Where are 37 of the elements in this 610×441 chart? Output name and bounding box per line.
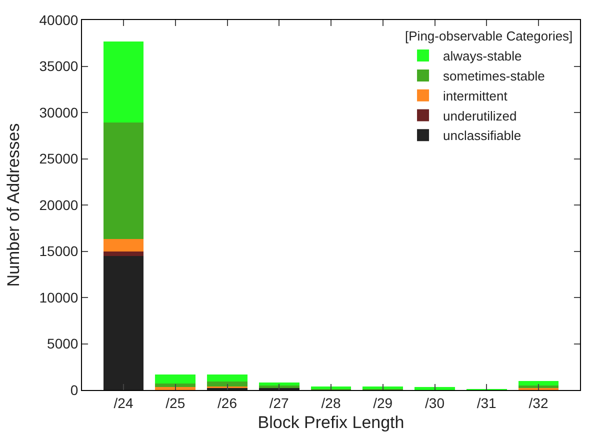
bar	[103, 251, 144, 256]
x-tick-label: /27	[269, 394, 290, 411]
x-tick-label: /32	[528, 394, 548, 411]
x-axis-title: Block Prefix Length	[258, 413, 404, 432]
y-tick-label: 30000	[39, 104, 78, 120]
y-tick-label: 0	[70, 382, 78, 398]
y-tick-label: 25000	[39, 150, 78, 167]
bar	[103, 122, 144, 240]
legend-title: [Ping-observable Categories]	[405, 28, 573, 44]
x-tick-label: /24	[114, 394, 134, 411]
bar	[207, 374, 248, 382]
x-tick-label: /25	[166, 394, 186, 411]
bar	[518, 380, 559, 386]
legend-label: always-stable	[443, 48, 522, 64]
x-tick-label: /31	[476, 394, 497, 411]
legend-label: unclassifiable	[443, 128, 522, 144]
x-tick-label: /26	[218, 394, 238, 411]
bar	[155, 374, 196, 384]
bar	[207, 382, 248, 386]
bar	[103, 41, 144, 123]
y-tick-label: 15000	[39, 243, 78, 260]
bar	[155, 384, 196, 388]
x-tick-label: /30	[425, 394, 445, 411]
y-tick-label: 40000	[39, 12, 78, 28]
bar	[258, 382, 300, 386]
legend-label: sometimes-stable	[443, 68, 545, 84]
legend-label: underutilized	[443, 108, 517, 124]
y-tick-label: 5000	[47, 336, 78, 352]
bar	[103, 256, 144, 390]
legend-label: intermittent	[443, 88, 508, 104]
bar	[103, 239, 144, 252]
y-tick-label: 35000	[39, 58, 78, 74]
y-axis-title: Number of Addresses	[4, 123, 23, 287]
y-tick-label: 10000	[39, 289, 78, 306]
x-tick-label: /29	[373, 394, 393, 411]
y-tick-label: 20000	[39, 196, 78, 213]
x-tick-label: /28	[321, 394, 341, 411]
